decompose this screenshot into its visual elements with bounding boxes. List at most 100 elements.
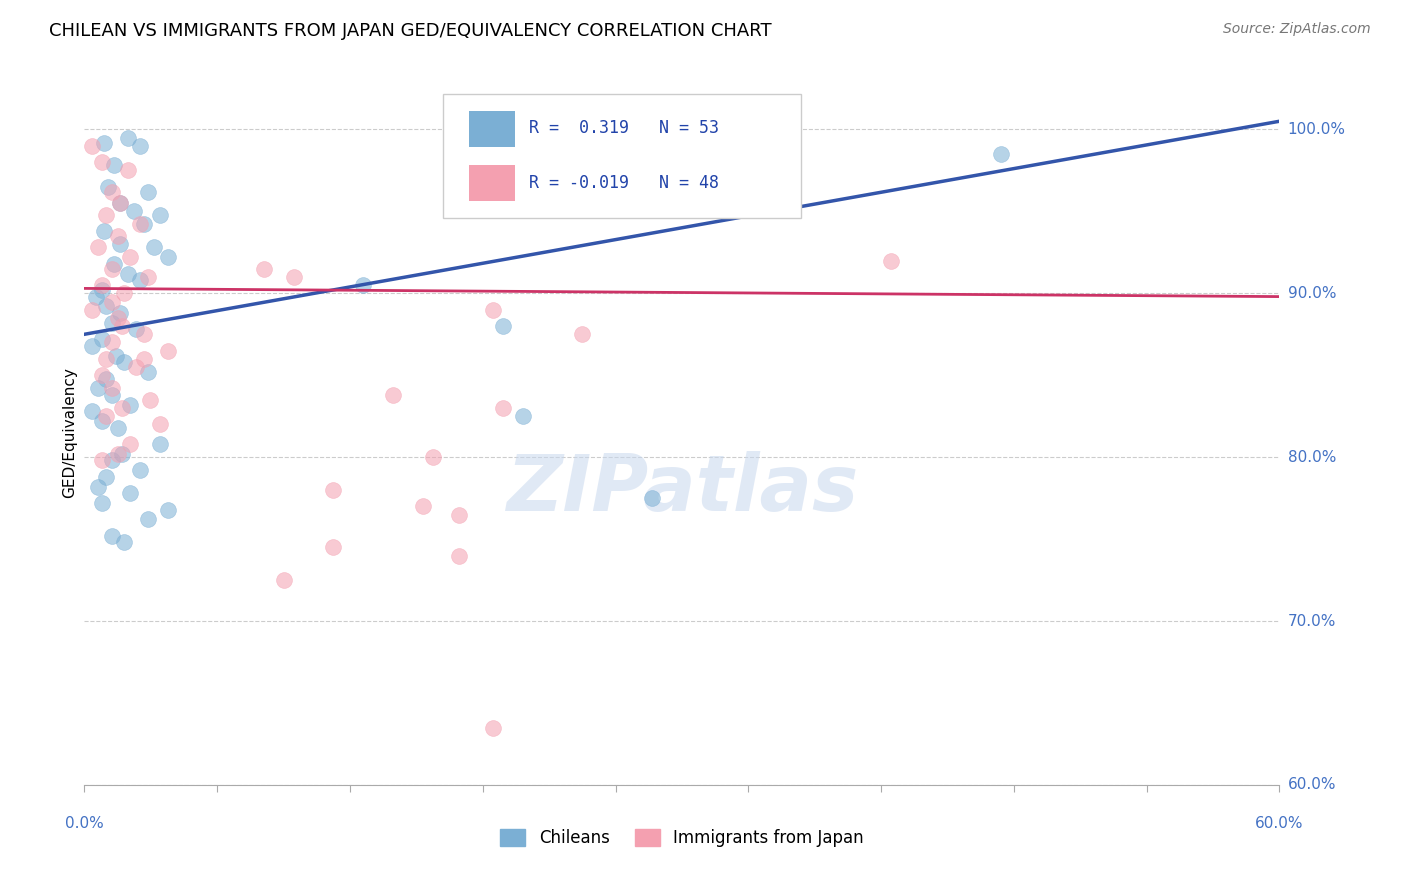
Text: 70.0%: 70.0%: [1288, 614, 1336, 629]
Point: [880, 253, 903, 268]
Point: [447, 549, 470, 563]
Point: [136, 269, 159, 284]
Point: [110, 237, 132, 252]
Point: [132, 351, 156, 366]
Point: [101, 294, 124, 309]
Point: [107, 229, 129, 244]
Text: R =  0.319   N = 53: R = 0.319 N = 53: [529, 120, 718, 137]
FancyBboxPatch shape: [443, 95, 801, 218]
Point: [87, 381, 110, 395]
Point: [82, 138, 104, 153]
Point: [273, 573, 295, 587]
Point: [512, 409, 534, 424]
Point: [422, 450, 444, 465]
Point: [122, 204, 145, 219]
Point: [136, 185, 159, 199]
Point: [492, 401, 515, 415]
Point: [129, 138, 152, 153]
Point: [82, 339, 104, 353]
Point: [93, 136, 115, 150]
Point: [382, 388, 405, 402]
Point: [117, 163, 139, 178]
Point: [481, 721, 503, 735]
Text: Source: ZipAtlas.com: Source: ZipAtlas.com: [1223, 22, 1371, 37]
Point: [105, 349, 128, 363]
Point: [641, 491, 664, 505]
Point: [283, 269, 305, 284]
Point: [107, 310, 129, 325]
Text: 90.0%: 90.0%: [1288, 285, 1336, 301]
Point: [112, 535, 135, 549]
Point: [481, 302, 503, 317]
Point: [149, 417, 172, 432]
Point: [117, 130, 139, 145]
Point: [101, 381, 124, 395]
Text: 0.0%: 0.0%: [65, 815, 104, 830]
Point: [103, 159, 125, 173]
Point: [129, 273, 152, 287]
Point: [120, 398, 142, 412]
FancyBboxPatch shape: [470, 165, 515, 202]
Point: [96, 470, 118, 484]
Point: [91, 453, 114, 467]
Point: [91, 278, 114, 293]
Point: [352, 278, 374, 293]
Point: [322, 541, 344, 555]
Point: [110, 196, 132, 211]
Point: [110, 306, 132, 320]
Text: R = -0.019   N = 48: R = -0.019 N = 48: [529, 174, 718, 192]
Point: [101, 261, 124, 276]
Point: [101, 335, 124, 350]
Point: [322, 483, 344, 497]
Text: 80.0%: 80.0%: [1288, 450, 1336, 465]
Point: [111, 401, 134, 415]
Point: [107, 447, 129, 461]
Point: [82, 404, 104, 418]
Point: [447, 508, 470, 522]
Point: [157, 250, 180, 264]
Point: [143, 240, 166, 254]
FancyBboxPatch shape: [470, 111, 515, 147]
Point: [91, 332, 114, 346]
Text: 60.0%: 60.0%: [1288, 778, 1336, 792]
Point: [492, 319, 515, 334]
Point: [136, 365, 159, 379]
Point: [91, 155, 114, 169]
Point: [101, 185, 124, 199]
Point: [87, 240, 110, 254]
Point: [710, 188, 733, 202]
Point: [129, 463, 152, 477]
Point: [990, 147, 1012, 161]
Point: [96, 409, 118, 424]
Point: [117, 267, 139, 281]
Point: [571, 327, 593, 342]
Point: [91, 283, 114, 297]
Point: [157, 343, 180, 358]
Point: [120, 437, 142, 451]
Point: [101, 453, 124, 467]
Point: [103, 257, 125, 271]
Point: [125, 360, 148, 375]
Point: [101, 388, 124, 402]
Text: ZIPatlas: ZIPatlas: [506, 451, 858, 527]
Point: [82, 302, 104, 317]
Point: [149, 208, 172, 222]
Point: [91, 368, 114, 383]
Point: [86, 290, 108, 304]
Point: [412, 500, 434, 514]
Legend: Chileans, Immigrants from Japan: Chileans, Immigrants from Japan: [494, 822, 870, 855]
Point: [107, 420, 129, 434]
Point: [112, 286, 135, 301]
Point: [120, 250, 142, 264]
Point: [96, 371, 118, 385]
Point: [96, 351, 118, 366]
Point: [93, 224, 115, 238]
Point: [101, 316, 124, 330]
Point: [101, 529, 124, 543]
Point: [125, 322, 148, 336]
Point: [111, 319, 134, 334]
Point: [97, 179, 120, 194]
Point: [112, 355, 135, 369]
Point: [96, 208, 118, 222]
Point: [149, 437, 172, 451]
